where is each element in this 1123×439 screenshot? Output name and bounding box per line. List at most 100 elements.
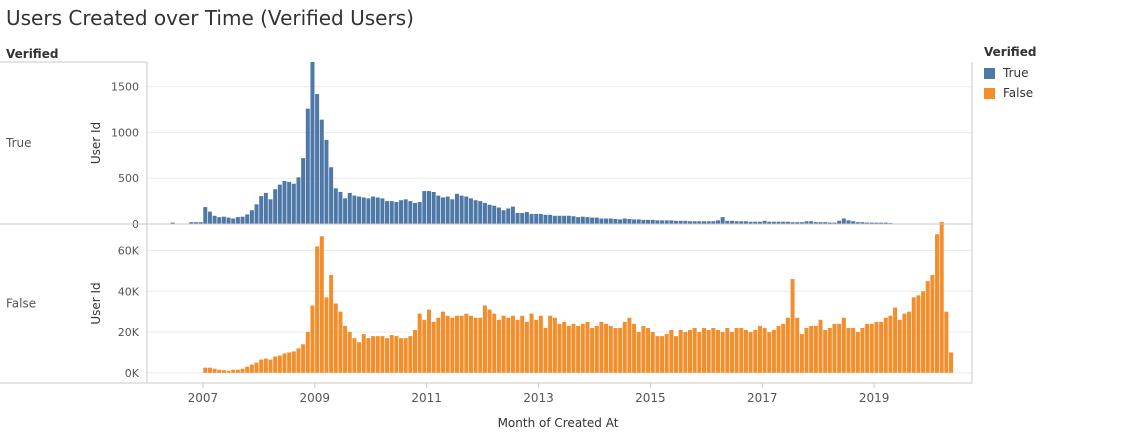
bar-true[interactable]: [636, 219, 641, 224]
bar-false[interactable]: [678, 330, 683, 373]
bar-false[interactable]: [907, 311, 912, 373]
bar-true[interactable]: [743, 221, 748, 224]
bar-false[interactable]: [795, 317, 800, 373]
bar-false[interactable]: [492, 313, 497, 373]
bar-true[interactable]: [189, 222, 194, 224]
bar-false[interactable]: [534, 319, 539, 373]
bar-true[interactable]: [776, 221, 781, 224]
bar-false[interactable]: [450, 317, 455, 373]
bar-true[interactable]: [580, 216, 585, 224]
bar-false[interactable]: [538, 315, 543, 373]
bar-false[interactable]: [823, 330, 828, 373]
bar-true[interactable]: [282, 180, 287, 224]
bar-false[interactable]: [580, 323, 585, 373]
bar-true[interactable]: [688, 221, 693, 224]
bar-true[interactable]: [748, 221, 753, 224]
bar-true[interactable]: [534, 213, 539, 224]
bar-false[interactable]: [221, 370, 226, 373]
bar-false[interactable]: [399, 338, 404, 373]
bar-false[interactable]: [711, 327, 716, 373]
bar-false[interactable]: [301, 344, 306, 373]
bar-false[interactable]: [939, 221, 944, 373]
bar-true[interactable]: [291, 183, 296, 224]
bar-true[interactable]: [287, 181, 292, 224]
bar-true[interactable]: [352, 195, 357, 224]
bar-true[interactable]: [715, 220, 720, 224]
bar-true[interactable]: [883, 222, 888, 224]
bar-true[interactable]: [254, 204, 259, 224]
bar-true[interactable]: [496, 207, 501, 224]
bar-true[interactable]: [841, 218, 846, 224]
bar-true[interactable]: [245, 214, 250, 224]
bar-false[interactable]: [291, 351, 296, 373]
bar-false[interactable]: [608, 325, 613, 373]
bar-true[interactable]: [762, 220, 767, 224]
bar-false[interactable]: [646, 327, 651, 373]
bar-false[interactable]: [296, 348, 301, 373]
bar-true[interactable]: [781, 221, 786, 224]
bar-false[interactable]: [739, 327, 744, 373]
bar-true[interactable]: [729, 220, 734, 224]
bar-false[interactable]: [930, 274, 935, 373]
bar-false[interactable]: [371, 336, 376, 373]
bar-false[interactable]: [827, 327, 832, 373]
bar-false[interactable]: [734, 327, 739, 373]
bar-false[interactable]: [459, 315, 464, 373]
bar-false[interactable]: [273, 356, 278, 373]
bar-false[interactable]: [799, 334, 804, 373]
bar-true[interactable]: [431, 191, 436, 224]
bar-true[interactable]: [683, 220, 688, 224]
bar-true[interactable]: [529, 213, 534, 224]
legend-item-true[interactable]: True: [984, 63, 1036, 83]
bar-true[interactable]: [865, 222, 870, 224]
bar-false[interactable]: [543, 327, 548, 373]
bar-false[interactable]: [879, 321, 884, 373]
bar-false[interactable]: [729, 332, 734, 373]
bar-false[interactable]: [664, 334, 669, 373]
bar-false[interactable]: [949, 352, 954, 373]
bar-true[interactable]: [249, 210, 254, 224]
bar-false[interactable]: [254, 362, 259, 373]
bar-true[interactable]: [832, 222, 837, 224]
bar-true[interactable]: [450, 199, 455, 224]
bar-true[interactable]: [338, 191, 343, 224]
bar-false[interactable]: [496, 319, 501, 373]
bar-true[interactable]: [482, 202, 487, 224]
bar-true[interactable]: [720, 217, 725, 224]
bar-false[interactable]: [366, 338, 371, 373]
bar-false[interactable]: [319, 236, 324, 373]
bar-false[interactable]: [818, 319, 823, 373]
bar-true[interactable]: [771, 221, 776, 224]
bar-false[interactable]: [464, 313, 469, 373]
bar-false[interactable]: [324, 297, 329, 373]
bar-false[interactable]: [590, 327, 595, 373]
bar-true[interactable]: [851, 221, 856, 224]
bar-false[interactable]: [841, 317, 846, 373]
bar-true[interactable]: [464, 196, 469, 224]
bar-false[interactable]: [641, 325, 646, 373]
bar-true[interactable]: [711, 221, 716, 224]
bar-false[interactable]: [524, 321, 529, 373]
bar-true[interactable]: [333, 188, 338, 224]
bar-true[interactable]: [543, 214, 548, 224]
bar-true[interactable]: [417, 202, 422, 224]
bar-false[interactable]: [529, 313, 534, 373]
bar-false[interactable]: [650, 332, 655, 373]
bar-true[interactable]: [809, 221, 814, 224]
bar-false[interactable]: [753, 330, 758, 373]
bar-true[interactable]: [697, 221, 702, 224]
bar-false[interactable]: [674, 336, 679, 373]
bar-true[interactable]: [618, 219, 623, 224]
bar-true[interactable]: [399, 200, 404, 224]
bar-true[interactable]: [524, 212, 529, 224]
bar-false[interactable]: [436, 317, 441, 373]
bar-true[interactable]: [585, 217, 590, 224]
bar-false[interactable]: [874, 321, 879, 373]
bar-false[interactable]: [627, 317, 632, 373]
bar-false[interactable]: [478, 317, 483, 373]
bar-false[interactable]: [235, 369, 240, 373]
bar-true[interactable]: [478, 201, 483, 224]
bar-false[interactable]: [832, 323, 837, 373]
bar-false[interactable]: [333, 303, 338, 373]
bar-true[interactable]: [608, 218, 613, 224]
